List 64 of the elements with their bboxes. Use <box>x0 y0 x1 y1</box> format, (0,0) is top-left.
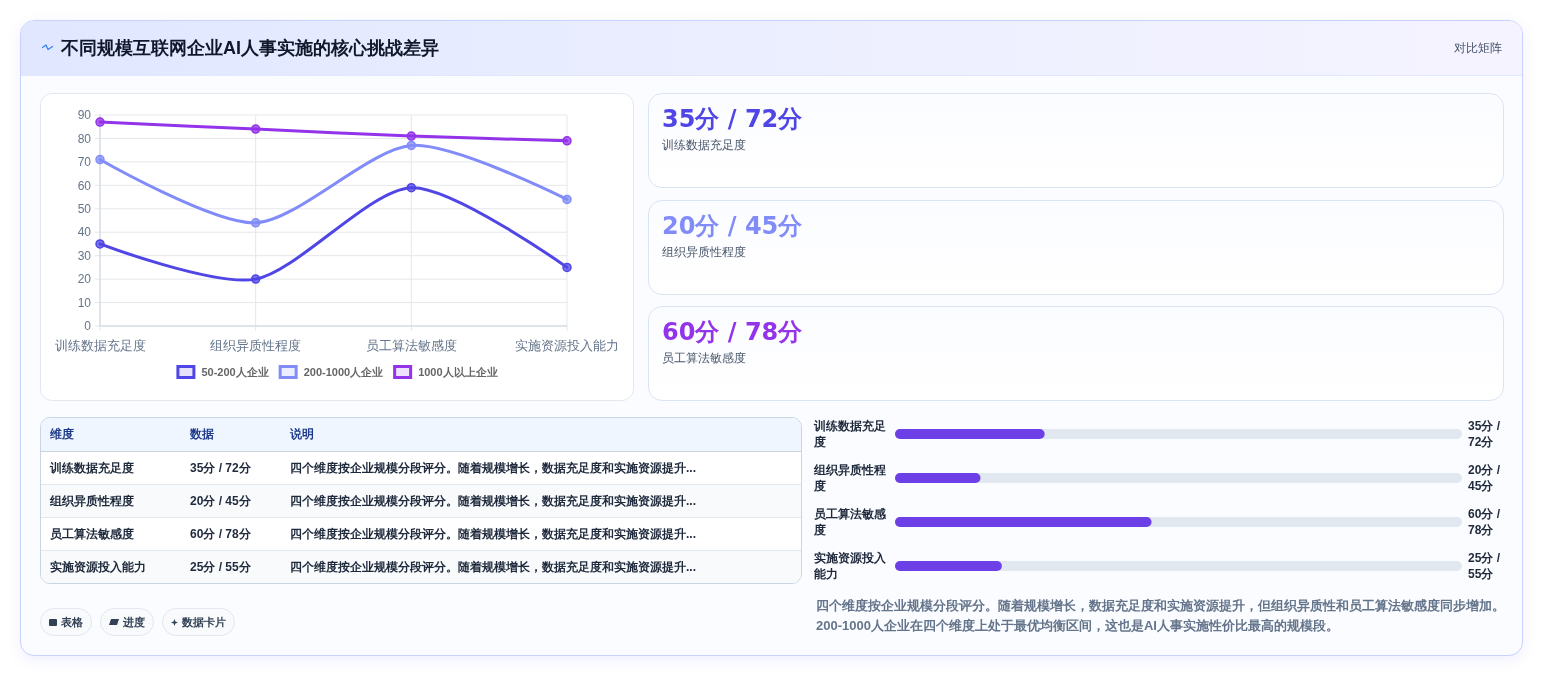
text: 35分 / 72分 <box>662 105 803 133</box>
point <box>95 239 105 249</box>
text: 四个维度按企业规模分段评分。随着规模增长，数据充足度和实施资源提升... <box>290 494 697 508</box>
data-label: 60分 / 78分 <box>1468 506 1501 537</box>
y-tick-label: 40 <box>77 225 92 240</box>
data-label: 20分 / 45分 <box>1468 462 1501 493</box>
category-label: 数据 <box>190 428 214 440</box>
point <box>562 194 572 205</box>
text: 表格 <box>61 614 83 630</box>
y-tick-label: 90 <box>77 108 92 123</box>
text: 四个维度按企业规模分段评分。随着规模增长，数据充足度和实施资源提升... <box>290 461 697 475</box>
x-tick-label: 员工算法敏感度 <box>365 337 457 353</box>
category-label: 员工算法敏感度 <box>662 352 746 364</box>
y-tick-label: 20 <box>77 272 92 287</box>
point <box>250 124 261 134</box>
text: 四个维度按企业规模分段评分。随着规模增长，数据充足度和实施资源提升... <box>290 560 697 574</box>
category-label: 训练数据充足度 <box>662 139 746 151</box>
text: 数据卡片 <box>182 614 226 630</box>
x-tick-label: 实施资源投入能力 <box>515 337 619 353</box>
y-tick-label: 30 <box>77 248 92 263</box>
data-label: 25分 / 55分 <box>1468 550 1501 581</box>
point <box>250 274 261 284</box>
y-tick-label: 组织异质性程度 <box>814 462 886 493</box>
text: 60分 / 78分 <box>662 318 803 346</box>
y-tick-label: 80 <box>77 131 92 146</box>
point <box>562 262 572 273</box>
text: 四个维度按企业规模分段评分。随着规模增长，数据充足度和实施资源提升... <box>290 527 697 541</box>
y-tick-label: 70 <box>77 155 92 170</box>
text: 60分 / 78分 <box>190 527 251 541</box>
point <box>95 117 105 127</box>
text: 25分 / 55分 <box>190 560 251 574</box>
point <box>95 154 105 165</box>
y-tick-label: 训练数据充足度 <box>814 418 886 449</box>
text: 不同规模互联网企业AI人事实施的核心挑战差异 <box>61 38 439 58</box>
category-label: 组织异质性程度 <box>662 245 746 258</box>
bar <box>895 428 1045 439</box>
data-label: 35分 / 72分 <box>1468 418 1501 449</box>
y-tick-label: 60 <box>77 178 92 193</box>
legend-label: 200-1000人企业 <box>303 365 384 379</box>
text: 进度 <box>123 614 145 630</box>
x-tick-label: 组织异质性程度 <box>210 337 302 353</box>
category-label: 维度 <box>50 428 74 440</box>
text: 对比矩阵 <box>1454 41 1502 55</box>
y-tick-label: 50 <box>77 201 92 216</box>
point <box>562 136 572 146</box>
category-label: 说明 <box>290 428 314 440</box>
text: 35分 / 72分 <box>190 461 251 475</box>
point <box>406 131 417 141</box>
y-tick-label: 0 <box>84 319 92 334</box>
bar <box>895 472 981 483</box>
point <box>406 182 417 193</box>
text: 20分 / 45分 <box>662 211 803 240</box>
legend-label: 50-200人企业 <box>201 365 269 379</box>
bar <box>895 560 1002 571</box>
y-tick-label: 10 <box>77 295 92 310</box>
y-tick-label: 实施资源投入能力 <box>814 550 886 581</box>
legend-label: 1000人以上企业 <box>418 365 498 379</box>
point <box>250 218 261 228</box>
x-tick-label: 训练数据充足度 <box>54 337 146 353</box>
y-tick-label: 员工算法敏感度 <box>814 506 886 537</box>
text: 四个维度按企业规模分段评分。随着规模增长，数据充足度和实施资源提升，但组织异质性和员工算法敏感度同步增加。200-1000人企业在四个维度上处于最优均衡区间，这也是AI人事实施性价比最高的规模段。 <box>816 598 1505 633</box>
text: 实施资源投入能力 <box>50 560 146 574</box>
text: 20分 / 45分 <box>190 494 251 508</box>
point <box>406 140 417 151</box>
